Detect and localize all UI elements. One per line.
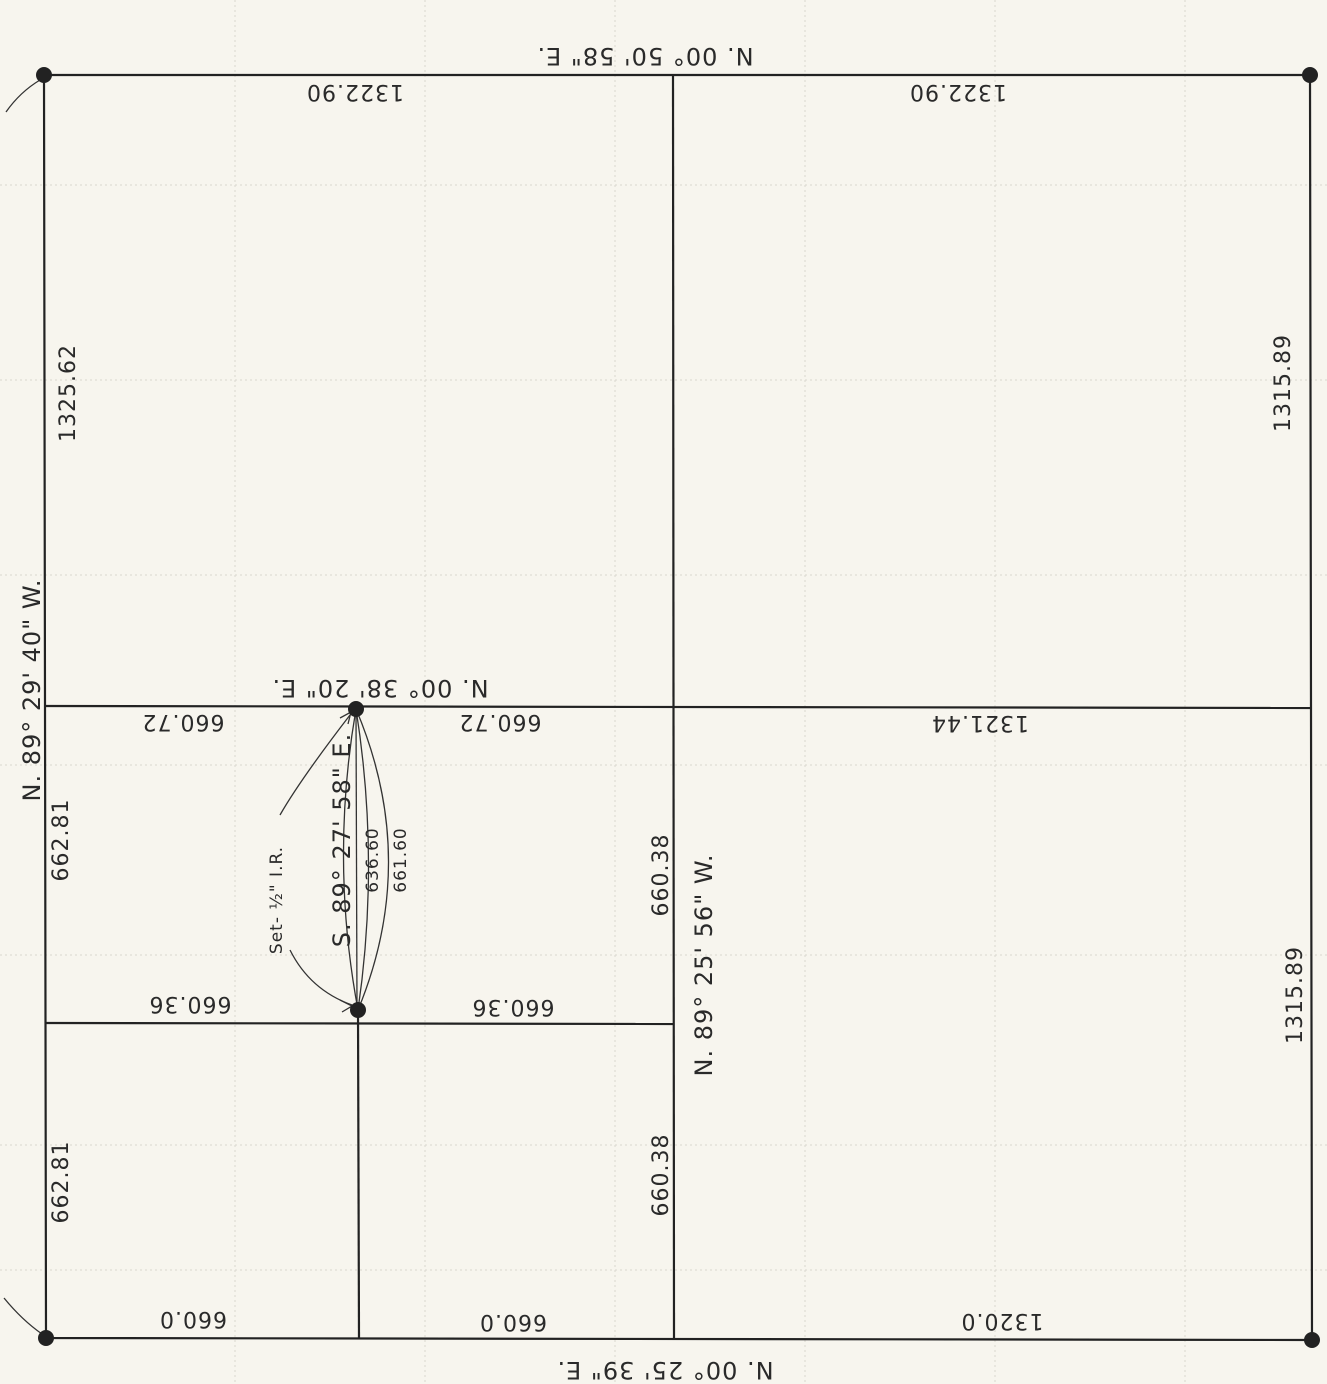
corner-monument	[38, 1330, 54, 1346]
distance-top-left: 1322.90	[306, 79, 404, 104]
distance-quarter-right: 660.36	[472, 994, 555, 1019]
distance-bottom-mid: 660.0	[479, 1309, 547, 1334]
bearing-middle-horizontal: N. 00° 38' 20" E.	[271, 674, 488, 702]
bearing-inner: S. 89° 27' 58" E.	[328, 733, 356, 947]
distance-bottom-right: 1320.0	[961, 1308, 1044, 1333]
arrow-head-upper	[339, 710, 352, 725]
corner-monument	[1302, 67, 1318, 83]
leader-arrow-upper	[279, 714, 351, 816]
iron-rod-monument	[350, 1002, 366, 1018]
distance-top-right: 1322.90	[909, 79, 1007, 104]
bearing-north: N. 00° 50' 58" E.	[536, 42, 753, 70]
iron-rod-monument	[348, 701, 364, 717]
distance-quarter-left: 660.36	[149, 991, 232, 1016]
distance-inner-b: 661.60	[391, 827, 411, 892]
distance-mid-left-a: 660.72	[142, 709, 225, 734]
distance-right-lower: 1315.89	[1283, 946, 1308, 1044]
quarter-line-horizontal	[44, 704, 1312, 710]
distance-left-upper: 1325.62	[56, 344, 81, 442]
leader-arrow-lower	[289, 949, 353, 1006]
inner-line	[355, 708, 358, 1011]
inner-arc-b	[355, 708, 390, 1011]
bearing-west: N. 89° 29' 40" W.	[18, 579, 46, 802]
distance-center-lower: 660.38	[649, 1134, 674, 1217]
sixteenth-line-vertical	[356, 1009, 361, 1340]
set-pin-note: Set- ½" I.R.	[267, 846, 287, 954]
corner-monument	[1304, 1332, 1320, 1348]
distance-center-upper: 660.38	[649, 834, 674, 917]
corner-arrow-nw	[5, 79, 41, 113]
distance-left-low: 662.81	[49, 1141, 74, 1224]
distance-inner-a: 636.60	[363, 827, 383, 892]
corner-monument	[36, 67, 52, 83]
distance-right-upper: 1315.89	[1271, 334, 1296, 432]
distance-mid-right: 1321.44	[931, 710, 1029, 735]
bearing-center-vertical: N. 89° 25' 56" W.	[690, 854, 718, 1077]
distance-bottom-left: 660.0	[159, 1306, 227, 1331]
distance-mid-left-b: 660.72	[459, 709, 542, 734]
sixteenth-line-horizontal	[45, 1021, 674, 1026]
corner-arrow-sw	[3, 1297, 43, 1335]
bearing-south: N. 00° 25' 39" E.	[556, 1356, 773, 1384]
inner-arc-c	[342, 708, 359, 1011]
inner-arc-a	[355, 708, 370, 1011]
distance-left-mid: 662.81	[49, 799, 74, 882]
